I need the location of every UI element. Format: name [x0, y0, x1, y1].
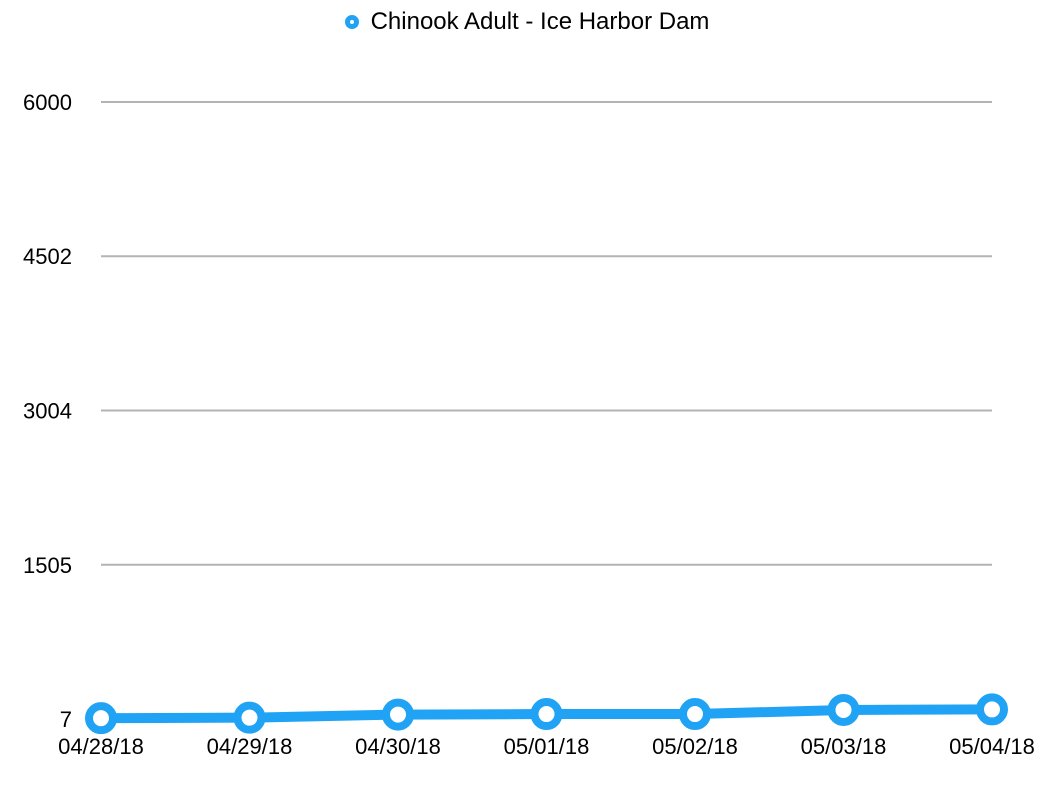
x-tick-label: 04/30/18 [355, 734, 441, 759]
data-point [530, 698, 563, 731]
y-tick-label: 6000 [23, 90, 72, 115]
y-tick-label: 1505 [23, 553, 72, 578]
x-tick-label: 04/29/18 [207, 734, 293, 759]
x-tick-label: 05/03/18 [801, 734, 887, 759]
legend-entry: Chinook Adult - Ice Harbor Dam [344, 8, 710, 36]
y-tick-label: 7 [60, 707, 72, 732]
data-point [976, 693, 1008, 726]
data-point [382, 698, 414, 731]
legend-series-marker-icon [344, 15, 359, 29]
y-tick-label: 4502 [23, 244, 72, 269]
x-tick-label: 05/02/18 [652, 734, 738, 759]
y-tick-label: 3004 [23, 398, 72, 423]
x-tick-label: 04/28/18 [58, 734, 144, 759]
grid-lines [101, 101, 992, 566]
legend-series-label: Chinook Adult - Ice Harbor Dam [370, 8, 710, 35]
data-point [827, 693, 860, 726]
x-axis-ticks: 04/28/18 04/29/18 04/30/18 05/01/18 05/02/18… [58, 734, 1035, 759]
data-point [233, 701, 266, 734]
chart-legend: Chinook Adult - Ice Harbor Dam [0, 8, 1054, 36]
y-axis-ticks: 7 1505 3004 4502 6000 [23, 90, 72, 732]
data-point [85, 702, 117, 735]
data-point [679, 698, 711, 731]
series-layer [85, 693, 1008, 735]
x-tick-label: 05/04/18 [949, 734, 1035, 759]
x-tick-label: 05/01/18 [504, 734, 590, 759]
